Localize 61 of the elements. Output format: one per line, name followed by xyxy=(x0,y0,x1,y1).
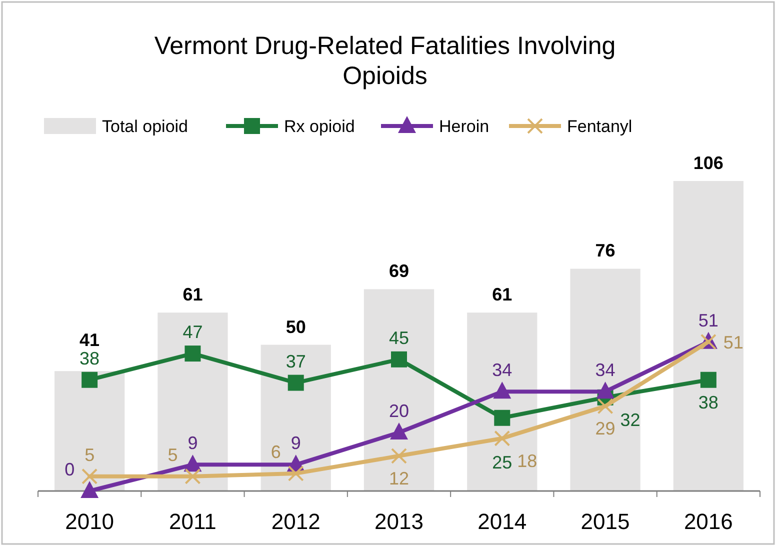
data-label: 51 xyxy=(698,310,718,330)
x-tick-label: 2012 xyxy=(271,509,320,534)
legend-label: Total opioid xyxy=(102,117,188,136)
point xyxy=(494,410,510,426)
data-label: 20 xyxy=(388,401,410,422)
data-label: 76 xyxy=(595,240,616,261)
point xyxy=(184,454,202,472)
point xyxy=(80,481,99,498)
data-label: 5 xyxy=(84,444,95,465)
data-label: 106 xyxy=(693,153,724,173)
data-label: 12 xyxy=(388,468,410,488)
data-label: 47 xyxy=(182,322,203,342)
x-tick-label: 2015 xyxy=(580,509,630,534)
chart-title: Vermont Drug-Related Fatalities Involving Opioids xyxy=(154,32,616,90)
data-label: 37 xyxy=(286,351,306,372)
bar xyxy=(364,289,434,491)
x-tick-label: 2010 xyxy=(65,509,114,534)
data-label: 29 xyxy=(595,418,616,439)
legend-label: Fentanyl xyxy=(567,117,632,136)
point xyxy=(390,422,408,440)
data-label: 69 xyxy=(388,261,410,282)
point xyxy=(596,382,614,399)
point xyxy=(82,372,98,388)
point xyxy=(494,430,510,446)
point xyxy=(288,374,304,391)
data-label: 34 xyxy=(492,360,512,380)
data-label: 50 xyxy=(286,316,306,337)
data-label: 38 xyxy=(698,392,718,412)
data-label: 61 xyxy=(182,284,203,305)
data-label: 41 xyxy=(80,330,100,350)
point xyxy=(597,398,614,414)
x-tick-label: 2014 xyxy=(478,509,527,534)
data-label: 51 xyxy=(723,332,744,352)
data-label: 38 xyxy=(80,348,100,368)
point xyxy=(493,382,512,399)
point xyxy=(391,351,407,368)
legend-label: Rx opioid xyxy=(284,117,355,136)
data-label: 9 xyxy=(188,433,198,454)
data-label: 9 xyxy=(290,433,301,454)
point xyxy=(82,468,98,484)
bar xyxy=(673,181,744,491)
point xyxy=(391,448,407,464)
x-tick-label: 2011 xyxy=(169,509,216,534)
legend-label: Heroin xyxy=(439,117,490,136)
data-label: 25 xyxy=(492,452,512,472)
point xyxy=(184,468,201,484)
data-label: 6 xyxy=(270,442,281,462)
point xyxy=(700,372,716,388)
x-tick-label: 2016 xyxy=(684,509,733,534)
point xyxy=(288,465,304,482)
data-label: 61 xyxy=(492,284,512,305)
data-label: 18 xyxy=(517,450,538,471)
data-label: 45 xyxy=(388,328,410,348)
data-label: 34 xyxy=(595,360,616,380)
data-label: 0 xyxy=(64,460,75,480)
point xyxy=(184,346,201,362)
bar xyxy=(570,268,640,491)
bar xyxy=(467,312,538,491)
x-tick-label: 2013 xyxy=(374,509,424,534)
data-label: 5 xyxy=(168,444,178,465)
data-label: 32 xyxy=(620,410,640,430)
